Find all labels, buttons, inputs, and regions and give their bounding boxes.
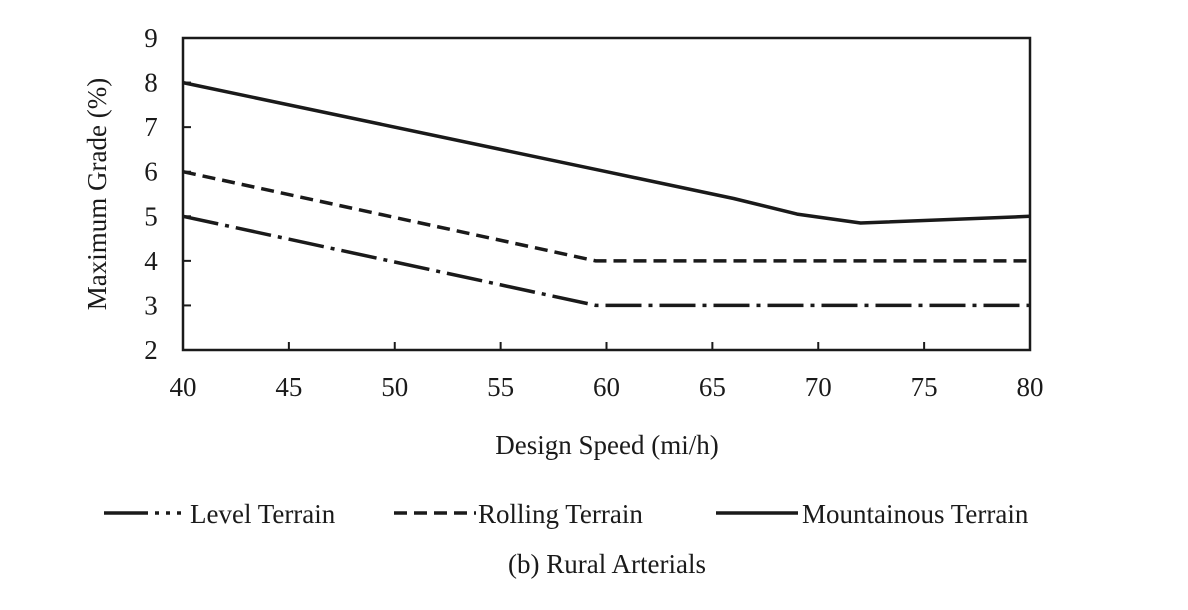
- y-tick-label: 9: [144, 23, 158, 53]
- x-tick-label: 75: [911, 372, 938, 402]
- y-tick-label: 4: [144, 246, 158, 276]
- x-tick-label: 40: [170, 372, 197, 402]
- chart-caption: (b) Rural Arterials: [508, 549, 706, 579]
- plot-frame: [181, 36, 1032, 352]
- y-axis-title: Maximum Grade (%): [82, 78, 112, 310]
- x-tick-label: 70: [805, 372, 832, 402]
- plot-area-border: [181, 36, 1032, 352]
- series-line-mountainous-terrain: [182, 80, 1031, 225]
- y-tick-label: 7: [144, 112, 158, 142]
- y-tick-label: 5: [144, 201, 158, 231]
- x-tick-label: 60: [593, 372, 620, 402]
- y-tick-label: 3: [144, 290, 158, 320]
- y-tick-label: 2: [144, 335, 158, 365]
- x-tick-label: 65: [699, 372, 726, 402]
- x-tick-label: 45: [275, 372, 302, 402]
- legend: Level Terrain Rolling Terrain Mountainou…: [104, 499, 1029, 529]
- series-line-rolling-terrain: [182, 169, 1030, 263]
- legend-label-level-terrain: Level Terrain: [190, 499, 336, 529]
- legend-label-mountainous-terrain: Mountainous Terrain: [802, 499, 1029, 529]
- x-axis-title: Design Speed (mi/h): [495, 430, 718, 460]
- series-line-level-terrain: [182, 214, 1030, 308]
- series-lines: [182, 80, 1031, 308]
- y-tick-label: 6: [144, 157, 158, 187]
- x-tick-label: 50: [381, 372, 408, 402]
- y-tick-label: 8: [144, 68, 158, 98]
- legend-label-rolling-terrain: Rolling Terrain: [478, 499, 643, 529]
- x-tick-label: 80: [1017, 372, 1044, 402]
- x-tick-label: 55: [487, 372, 514, 402]
